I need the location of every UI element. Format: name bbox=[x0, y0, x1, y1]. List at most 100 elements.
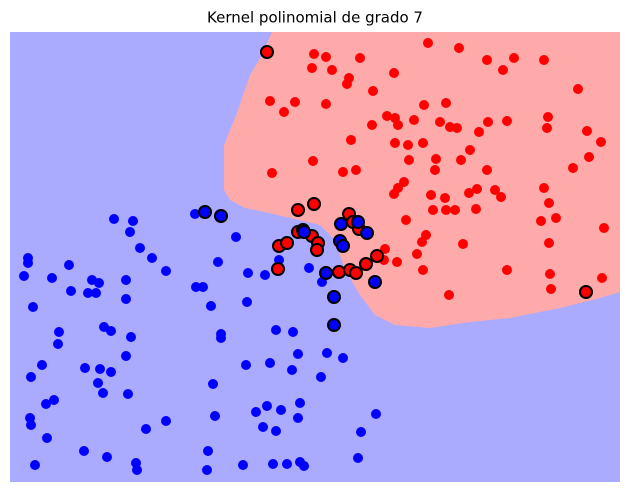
point bbox=[536, 216, 546, 226]
support-vector bbox=[271, 262, 285, 276]
support-vector bbox=[280, 236, 294, 250]
point bbox=[66, 286, 76, 296]
point bbox=[161, 266, 171, 276]
point bbox=[417, 237, 427, 247]
support-vector bbox=[327, 318, 341, 332]
point bbox=[456, 155, 466, 165]
point bbox=[206, 301, 216, 311]
point bbox=[419, 100, 429, 110]
support-vector bbox=[214, 209, 228, 223]
point bbox=[279, 107, 289, 117]
support-vector bbox=[198, 205, 212, 219]
support-vector bbox=[327, 290, 341, 304]
point bbox=[545, 269, 555, 279]
point bbox=[123, 389, 133, 399]
point bbox=[440, 193, 450, 203]
point bbox=[203, 446, 213, 456]
point bbox=[502, 265, 512, 275]
point bbox=[458, 239, 468, 249]
point bbox=[295, 398, 305, 408]
point bbox=[93, 378, 103, 388]
point bbox=[346, 135, 356, 145]
point bbox=[231, 232, 241, 242]
point bbox=[102, 452, 112, 462]
support-vector bbox=[297, 225, 311, 239]
point bbox=[542, 123, 552, 133]
point bbox=[213, 257, 223, 267]
point bbox=[258, 422, 268, 432]
support-vector bbox=[349, 266, 363, 280]
point bbox=[128, 216, 138, 226]
point bbox=[293, 349, 303, 359]
point bbox=[322, 348, 332, 358]
point bbox=[109, 214, 119, 224]
point bbox=[435, 117, 445, 127]
support-vector bbox=[260, 45, 274, 59]
support-vector bbox=[359, 257, 373, 271]
point bbox=[393, 120, 403, 130]
point bbox=[265, 96, 275, 106]
point bbox=[401, 215, 411, 225]
point bbox=[454, 43, 464, 53]
point bbox=[49, 395, 59, 405]
point bbox=[327, 65, 337, 75]
point bbox=[428, 205, 438, 215]
point bbox=[121, 294, 131, 304]
support-vector bbox=[351, 215, 365, 229]
support-vector bbox=[370, 249, 384, 263]
support-vector bbox=[310, 243, 324, 257]
point bbox=[94, 278, 104, 288]
point bbox=[412, 249, 422, 259]
point bbox=[351, 165, 361, 175]
point bbox=[147, 253, 157, 263]
point bbox=[596, 137, 606, 147]
point bbox=[121, 351, 131, 361]
point bbox=[321, 52, 331, 62]
point bbox=[367, 120, 377, 130]
support-vector bbox=[360, 226, 374, 240]
point bbox=[483, 117, 493, 127]
point bbox=[423, 38, 433, 48]
point bbox=[441, 98, 451, 108]
point bbox=[441, 205, 451, 215]
point bbox=[597, 273, 607, 283]
point bbox=[288, 327, 298, 337]
point bbox=[47, 273, 57, 283]
point bbox=[79, 446, 89, 456]
point bbox=[191, 282, 201, 292]
point bbox=[299, 461, 309, 471]
point bbox=[95, 364, 105, 374]
point bbox=[271, 325, 281, 335]
point bbox=[287, 365, 297, 375]
support-vector bbox=[368, 275, 382, 289]
point bbox=[243, 268, 253, 278]
point bbox=[390, 138, 400, 148]
point bbox=[472, 184, 482, 194]
point bbox=[418, 265, 428, 275]
point bbox=[37, 360, 47, 370]
point bbox=[202, 465, 212, 475]
point bbox=[28, 302, 38, 312]
point bbox=[338, 353, 348, 363]
point bbox=[599, 223, 609, 233]
point bbox=[23, 258, 33, 268]
point bbox=[91, 288, 101, 298]
point bbox=[356, 427, 366, 437]
point bbox=[293, 413, 303, 423]
point bbox=[490, 185, 500, 195]
point bbox=[26, 372, 36, 382]
point bbox=[430, 165, 440, 175]
point bbox=[450, 205, 460, 215]
point bbox=[568, 163, 578, 173]
point bbox=[544, 238, 554, 248]
point bbox=[465, 145, 475, 155]
point bbox=[573, 84, 583, 94]
point bbox=[64, 260, 74, 270]
support-vector bbox=[319, 266, 333, 280]
point bbox=[498, 65, 508, 75]
point bbox=[309, 49, 319, 59]
point bbox=[539, 55, 549, 65]
point bbox=[543, 112, 553, 122]
point bbox=[308, 156, 318, 166]
point bbox=[544, 198, 554, 208]
